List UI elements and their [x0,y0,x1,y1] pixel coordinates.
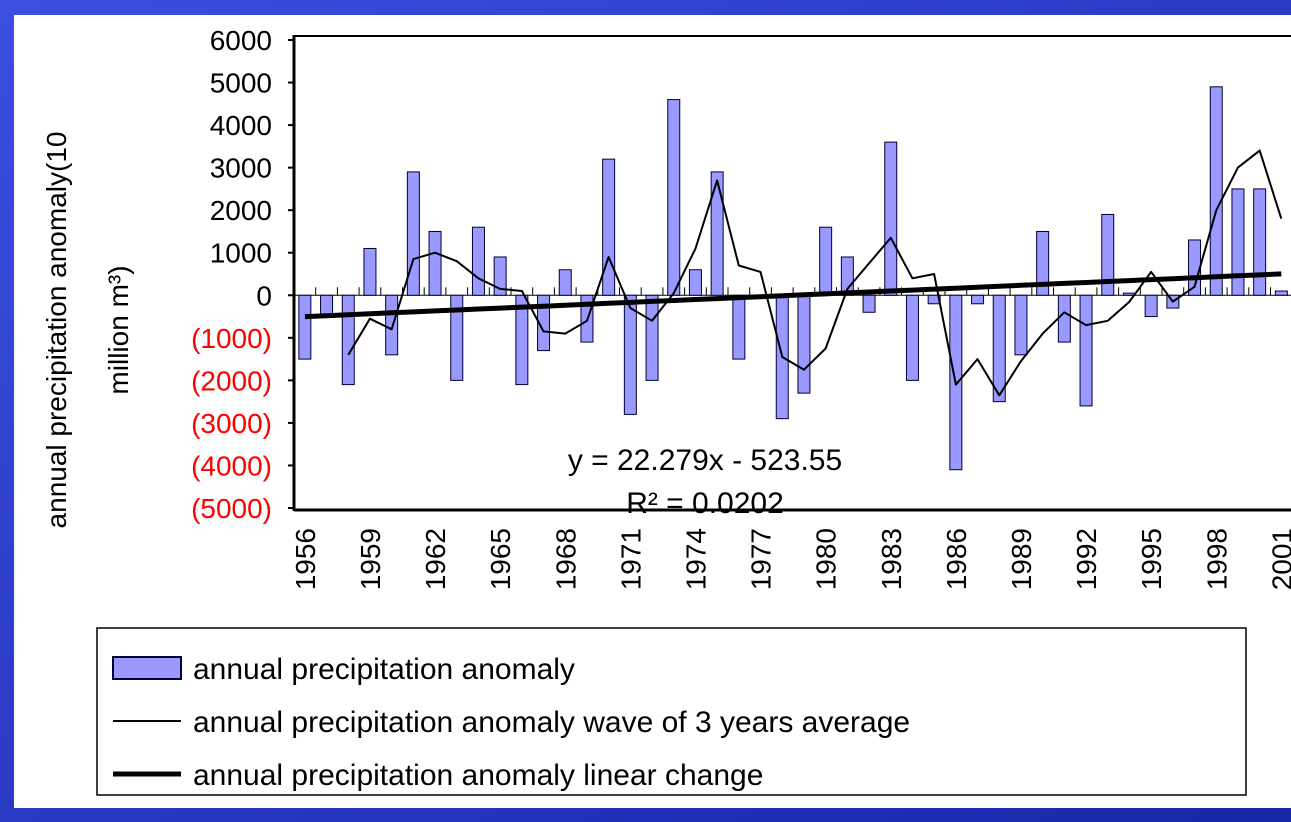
bar [1253,188,1267,296]
x-tick-label: 1959 [355,528,386,590]
bar [341,294,355,386]
bar [558,269,572,296]
x-tick-label: 1998 [1201,528,1232,590]
bar [298,294,312,360]
y-tick-label: (1000) [191,323,272,354]
bar [797,294,811,394]
x-tick-label: 1992 [1071,528,1102,590]
y-tick-label: 5000 [210,68,272,99]
r-squared: R² = 0.0202 [626,487,784,520]
line-series [304,271,1282,320]
bar [363,247,377,296]
y-tick-label: (2000) [191,365,272,396]
equation: y = 22.279x - 523.55 [568,444,842,477]
x-tick-label: 1977 [746,528,777,590]
y-tick-label: 1000 [210,238,272,269]
bar [688,269,702,296]
bar [1057,294,1071,343]
bar [1036,230,1050,296]
bar [623,294,637,415]
bar [471,226,485,296]
bar [732,294,746,360]
bar [667,99,681,296]
y-tick-label: 6000 [210,25,272,56]
bar [645,294,659,381]
x-tick-label: 1980 [811,528,842,590]
y-tick-label: (3000) [191,408,272,439]
x-tick-label: 1965 [485,528,516,590]
legend-label: annual precipitation anomaly linear chan… [193,759,763,792]
bar [428,230,442,296]
x-tick-label: 1986 [941,528,972,590]
legend-label: annual precipitation anomaly [193,653,575,686]
y-tick-label: (4000) [191,450,272,481]
bar [1101,213,1115,296]
y-tick-label: 3000 [210,153,272,184]
x-tick-label: 1995 [1136,528,1167,590]
x-tick-label: 1971 [615,528,646,590]
y-tick-label: 2000 [210,195,272,226]
bar [1079,294,1093,407]
x-tick-label: 1989 [1006,528,1037,590]
x-tick-label: 2001 [1266,528,1291,590]
bar [971,294,985,305]
bar [1231,188,1245,296]
line-series [347,149,1283,397]
bar [1144,294,1158,318]
x-tick-label: 1962 [420,528,451,590]
y-axis-label: million m³) [103,265,134,394]
x-tick-label: 1974 [680,528,711,590]
legend-box [96,627,1247,796]
y-tick-label: (5000) [191,493,272,524]
bar [884,141,898,296]
bar [710,171,724,296]
bar [537,294,551,352]
bar [385,294,399,356]
legend-swatch [112,656,182,680]
bar [602,158,616,296]
legend-label: annual precipitation anomaly wave of 3 y… [193,706,910,739]
y-axis-label: annual precipitation anomaly(10 [41,132,72,529]
bar [819,226,833,296]
bar [450,294,464,381]
bar [1274,290,1288,296]
x-tick-label: 1968 [550,528,581,590]
bar [515,294,529,386]
bar [992,294,1006,403]
bar [1014,294,1028,356]
x-tick-label: 1983 [876,528,907,590]
y-tick-label: 4000 [210,110,272,141]
bar [406,171,420,296]
bar [862,294,876,313]
y-tick-label: 0 [256,280,272,311]
x-tick-label: 1956 [290,528,321,590]
bar [493,256,507,296]
bar [905,294,919,381]
bar [1209,86,1223,296]
